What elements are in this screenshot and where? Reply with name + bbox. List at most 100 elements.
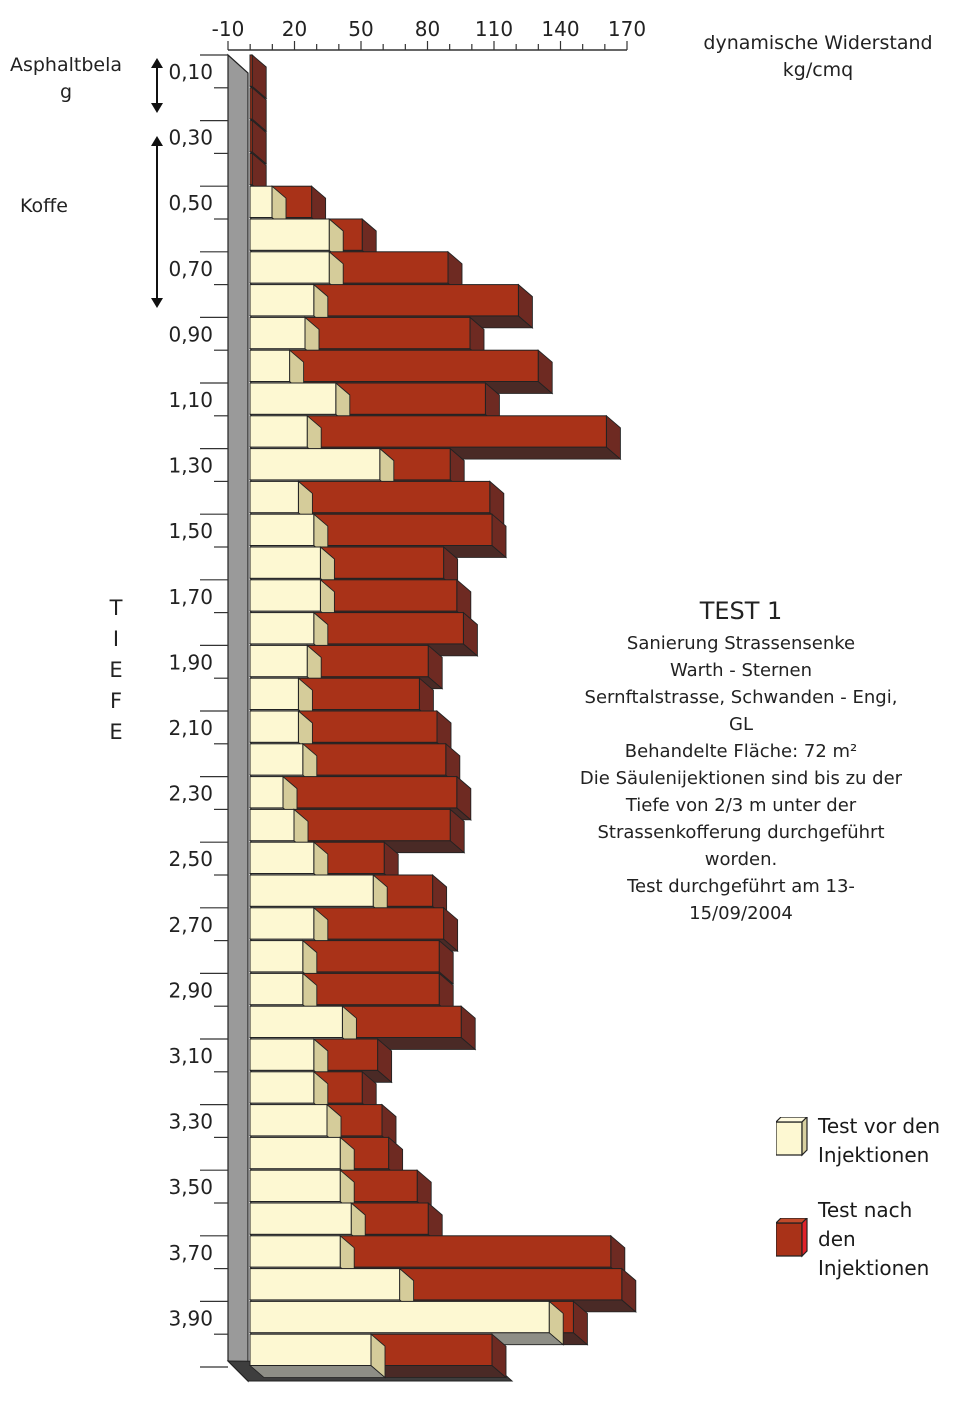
bar-before-injection [249,743,304,776]
value-tick-label: 20 [282,17,307,41]
bar-before-injection [249,776,284,809]
depth-tick-label: 1,30 [168,454,213,478]
bar-after-injection [328,251,449,284]
koffer-range-arrow-head-bottom [151,298,163,308]
bar-after-injection [341,1005,462,1039]
depth-tick-label: 1,70 [168,585,213,609]
bar-before-injection [249,513,315,547]
bar-before-injection [249,972,304,1006]
asphalt-layer-label: Asphaltbela g [9,54,123,103]
bar-after-injection [399,1268,623,1301]
depth-tick-label: 1,10 [168,388,213,412]
bar-before-injection [249,251,330,284]
bar-before-injection [249,1005,343,1039]
bar-before-injection [249,907,315,940]
value-tick-label: 80 [415,17,440,41]
bar-after-injection [249,87,253,120]
asphalt-range-arrow-head-bottom [151,103,163,113]
bar-before-injection [249,1104,328,1137]
bar-before-injection [249,1202,352,1235]
value-tick-label: -10 [212,17,245,41]
bar-before-injection [249,284,315,317]
bar-before-injection [249,1235,341,1268]
value-tick-label: 50 [348,17,373,41]
koffer-range-arrow-head-top [151,136,163,146]
bar-after-injection [293,808,451,842]
bar-after-injection [302,972,440,1006]
bar-before-injection [249,448,381,481]
depth-tick-label: 1,90 [168,650,213,674]
depth-tick-label: 0,70 [168,257,213,281]
bar-after-injection [319,579,458,612]
bar-before-injection [249,677,299,711]
depth-tick-label: 0,50 [168,191,213,215]
bar-after-injection [313,284,519,317]
bar-after-injection [306,644,429,678]
bar-after-injection [249,54,253,87]
bar-before-injection [249,1038,315,1071]
depth-tick-label: 0,90 [168,322,213,346]
legend-label-after: Test nach den Injektionen [818,1198,930,1280]
test-details: Sanierung Strassensenke Warth - Sternen … [579,633,903,924]
bar-after-injection [319,546,445,579]
bar-after-injection [313,907,445,940]
bar-before-injection [249,316,306,350]
bar-before-injection [249,841,315,875]
depth-tick-label: 0,10 [168,60,213,84]
bar-before-injection [249,1333,372,1366]
depth-tick-label: 3,30 [168,1110,213,1134]
bar-after-injection [302,743,447,776]
bar-before-injection [249,1169,341,1202]
bar-before-injection [249,874,374,907]
legend-label-before: Test vor den Injektionen [818,1114,941,1167]
bar-before-injection [249,1300,550,1334]
bar-after-injection [313,612,464,645]
depth-tick-label: 2,30 [168,782,213,806]
depth-tick-label: 1,50 [168,519,213,543]
bar-before-injection [249,579,321,612]
depth-tick-label: 3,50 [168,1175,213,1199]
bar-before-injection [249,808,295,842]
bar-after-injection [297,677,420,711]
depth-tick-label: 2,50 [168,847,213,871]
bar-after-injection [249,120,253,153]
depth-tick-label: 2,70 [168,913,213,937]
bar-before-injection [249,546,321,579]
bar-before-injection [249,710,299,743]
bar-before-injection [249,644,308,678]
bar-after-injection [335,382,486,415]
depth-tick-label: 2,10 [168,716,213,740]
bar-after-injection [313,513,493,547]
bar-before-injection [249,382,337,415]
bar-after-injection [282,776,458,809]
bar-after-injection [297,480,491,514]
depth-tick-label: 3,70 [168,1241,213,1265]
bar-before-injection [249,1136,341,1170]
test-description: TEST 1 Sanierung Strassensenke Warth - S… [566,596,916,927]
asphalt-range-arrow-head-top [151,58,163,68]
depth-tick-label: 2,90 [168,978,213,1002]
depth-tick-label: 0,30 [168,126,213,150]
bar-before-injection [249,349,291,383]
bar-after-injection [306,415,607,448]
bar-after-injection [304,316,471,350]
bar-after-injection [339,1235,612,1268]
bar-after-injection [297,710,438,743]
bar-before-injection [249,612,315,645]
legend-swatch-after [774,1216,809,1258]
depth-tick-label: 3,10 [168,1044,213,1068]
depth-axis-wall [227,53,249,1383]
bar-before-injection [249,480,299,514]
bar-before-injection-bottom-face [248,1365,387,1378]
legend-swatch-before [774,1115,809,1157]
depth-axis-title: T I E F E [109,596,123,744]
value-tick-label: 170 [608,17,646,41]
bar-before-injection [249,1268,401,1301]
bar-before-injection [249,185,273,218]
bar-after-injection-bottom-face [369,1365,508,1378]
value-tick-label: 110 [475,17,513,41]
depth-tick-label: 3,90 [168,1306,213,1330]
bar-after-injection [249,152,253,186]
bar-before-injection [249,1071,315,1104]
